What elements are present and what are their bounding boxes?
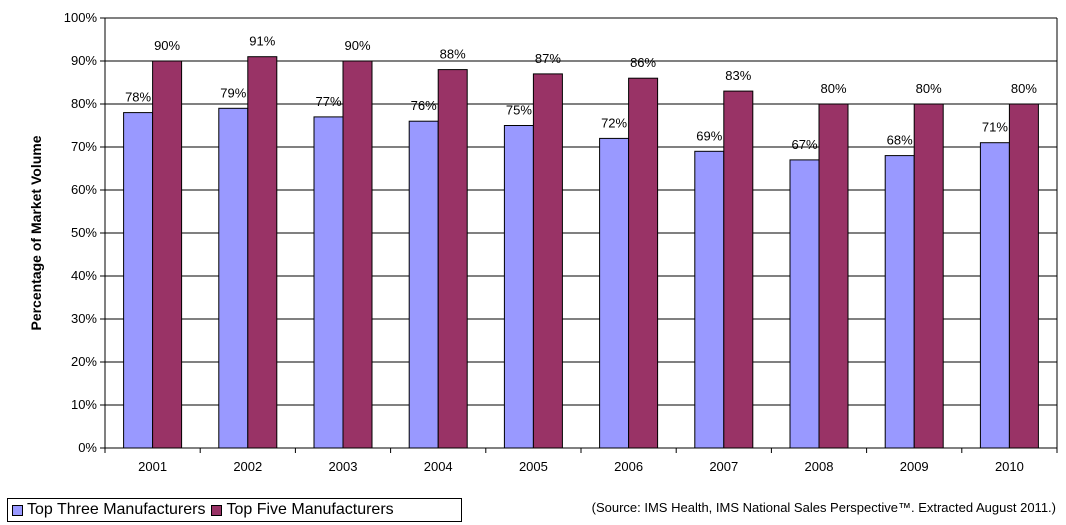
data-label-top-three: 77% xyxy=(315,94,341,109)
data-label-top-five: 80% xyxy=(820,81,846,96)
legend-item-top-three: Top Three Manufacturers xyxy=(12,501,205,519)
legend-item-top-five: Top Five Manufacturers xyxy=(211,501,394,519)
bar-top-three xyxy=(218,107,249,449)
x-tick-label: 2004 xyxy=(424,459,453,474)
y-axis-tick-labels: 0% 10% 20% 30% 40% 50% 60% 70% 80% 90% 100% xyxy=(64,10,98,455)
y-tick-label: 20% xyxy=(71,354,97,369)
data-label-top-five: 91% xyxy=(249,34,275,49)
y-axis-title: Percentage of Market Volume xyxy=(28,135,44,330)
bar-top-five xyxy=(1008,103,1039,449)
x-tick-label: 2007 xyxy=(709,459,738,474)
y-tick-label: 90% xyxy=(71,53,97,68)
legend-label-top-three: Top Three Manufacturers xyxy=(27,501,206,518)
bar-top-three xyxy=(789,159,820,449)
axes xyxy=(104,18,1058,453)
y-tick-label: 0% xyxy=(78,440,97,455)
bar-top-three xyxy=(313,116,344,449)
data-label-top-three: 71% xyxy=(982,120,1008,135)
bar-top-three xyxy=(503,125,534,449)
data-label-top-three: 78% xyxy=(125,90,151,105)
legend-label-top-five: Top Five Manufacturers xyxy=(226,501,394,518)
bar-top-five xyxy=(437,69,468,449)
bar-top-five xyxy=(247,56,278,449)
bar-top-five xyxy=(342,60,373,449)
legend-swatch-top-five xyxy=(211,504,223,516)
data-label-top-five: 80% xyxy=(1011,81,1037,96)
x-tick-label: 2006 xyxy=(614,459,643,474)
bar-top-five xyxy=(818,103,849,449)
y-tick-label: 40% xyxy=(71,268,97,283)
bar-top-three xyxy=(884,155,915,449)
data-label-top-three: 75% xyxy=(506,103,532,118)
y-tick-label: 10% xyxy=(71,397,97,412)
bar-top-five xyxy=(628,77,659,449)
y-tick-label: 60% xyxy=(71,182,97,197)
data-label-top-five: 86% xyxy=(630,55,656,70)
data-label-top-five: 88% xyxy=(440,47,466,62)
bar-top-three xyxy=(979,142,1010,449)
data-label-top-five: 90% xyxy=(344,38,370,53)
x-tick-label: 2008 xyxy=(805,459,834,474)
x-tick-label: 2009 xyxy=(900,459,929,474)
y-tick-label: 30% xyxy=(71,311,97,326)
y-tick-label: 100% xyxy=(64,10,98,25)
bar-top-three xyxy=(599,137,630,449)
data-label-top-three: 79% xyxy=(220,85,246,100)
bar-top-three xyxy=(408,120,439,449)
bar-top-five xyxy=(913,103,944,449)
data-label-top-five: 80% xyxy=(916,81,942,96)
source-note: (Source: IMS Health, IMS National Sales … xyxy=(591,500,1056,515)
x-tick-label: 2003 xyxy=(329,459,358,474)
data-label-top-three: 68% xyxy=(887,133,913,148)
legend-swatch-top-three xyxy=(12,504,23,516)
y-tick-label: 70% xyxy=(71,139,97,154)
x-tick-label: 2001 xyxy=(138,459,167,474)
bars xyxy=(123,56,1039,449)
data-labels: 78% 90% 79% 91% 77% 90% 76% 88% 75% 87% 72% 86% 69% 8… xyxy=(125,34,1037,152)
x-tick-label: 2010 xyxy=(995,459,1024,474)
data-label-top-three: 67% xyxy=(791,137,817,152)
bar-top-five xyxy=(152,60,183,449)
data-label-top-three: 69% xyxy=(696,128,722,143)
bar-top-three xyxy=(123,112,154,449)
x-tick-label: 2002 xyxy=(233,459,262,474)
bar-top-five xyxy=(723,90,754,449)
bar-top-three xyxy=(694,150,725,449)
bar-top-five xyxy=(532,73,563,449)
x-axis-tick-labels: 2001 2002 2003 2004 2005 2006 2007 2008 2009 2010 xyxy=(138,459,1024,474)
data-label-top-three: 76% xyxy=(411,98,437,113)
x-tick-label: 2005 xyxy=(519,459,548,474)
data-label-top-three: 72% xyxy=(601,115,627,130)
y-tick-label: 80% xyxy=(71,96,97,111)
data-label-top-five: 87% xyxy=(535,51,561,66)
data-label-top-five: 83% xyxy=(725,68,751,83)
y-tick-label: 50% xyxy=(71,225,97,240)
legend: Top Three Manufacturers Top Five Manufac… xyxy=(7,498,462,522)
data-label-top-five: 90% xyxy=(154,38,180,53)
